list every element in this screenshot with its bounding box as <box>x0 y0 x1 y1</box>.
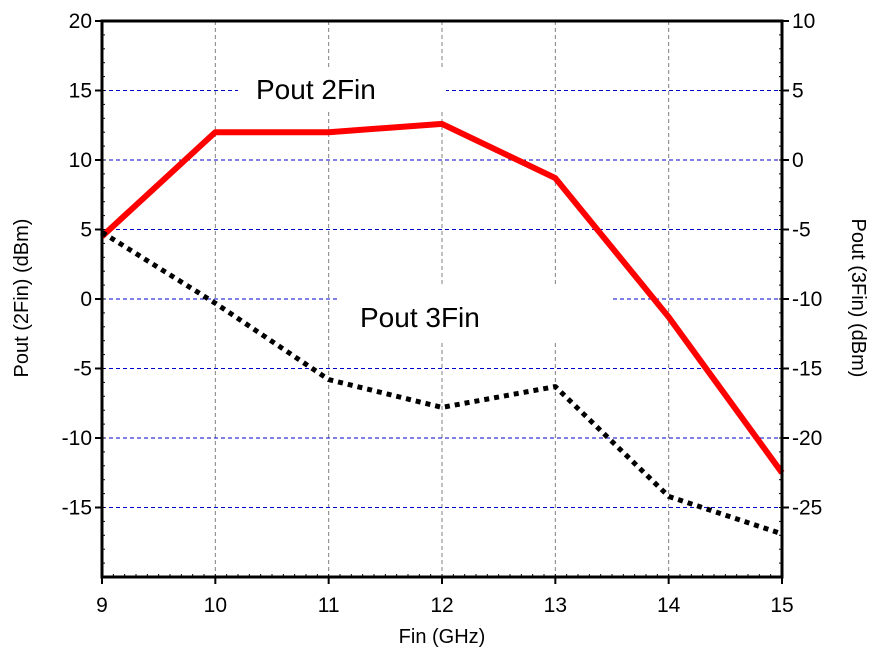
y-left-tick-label: 0 <box>80 288 92 311</box>
annotation-3fin: Pout 3Fin <box>360 302 480 333</box>
x-tick-label: 15 <box>770 594 793 617</box>
axis-ticks <box>95 20 789 584</box>
y-right-tick-label: 5 <box>792 80 804 103</box>
x-tick-label: 11 <box>318 594 340 617</box>
y-right-tick-label: -25 <box>792 497 822 520</box>
x-tick-label: 13 <box>544 594 567 617</box>
x-axis-title: Fin (GHz) <box>399 626 486 648</box>
y-left-tick-label: 15 <box>69 80 92 103</box>
y-left-tick-label: 5 <box>80 219 92 242</box>
y-left-tick-label: -5 <box>73 358 92 381</box>
annotation-3fin-bg <box>340 284 610 340</box>
y-right-tick-label: -10 <box>792 288 822 311</box>
annotation-2fin: Pout 2Fin <box>256 74 376 105</box>
y-right-tick-label: -5 <box>792 219 811 242</box>
x-tick-label: 10 <box>204 594 227 617</box>
x-tick-label: 12 <box>430 594 453 617</box>
tick-labels: 9 10 11 12 13 14 15 20 15 10 5 0 -5 -10 -15 10 5 0 -5 -10 -1… <box>62 10 823 617</box>
x-tick-label: 9 <box>96 594 108 617</box>
annotation-2fin-bg <box>238 68 446 112</box>
y-left-tick-label: -10 <box>62 427 92 450</box>
y-left-tick-label: 20 <box>69 10 92 33</box>
y-right-tick-label: 10 <box>792 10 815 33</box>
y-right-tick-label: -20 <box>792 427 822 450</box>
y-right-tick-label: 0 <box>792 149 804 172</box>
right-y-axis-title: Pout (3Fin) (dBm) <box>847 219 869 378</box>
x-tick-label: 14 <box>657 594 681 617</box>
series-annotations: Pout 2Fin Pout 3Fin <box>238 68 610 340</box>
y-left-tick-label: -15 <box>62 497 92 520</box>
left-y-axis-title: Pout (2Fin) (dBm) <box>11 219 33 378</box>
y-right-tick-label: -15 <box>792 358 822 381</box>
y-left-tick-label: 10 <box>69 149 92 172</box>
